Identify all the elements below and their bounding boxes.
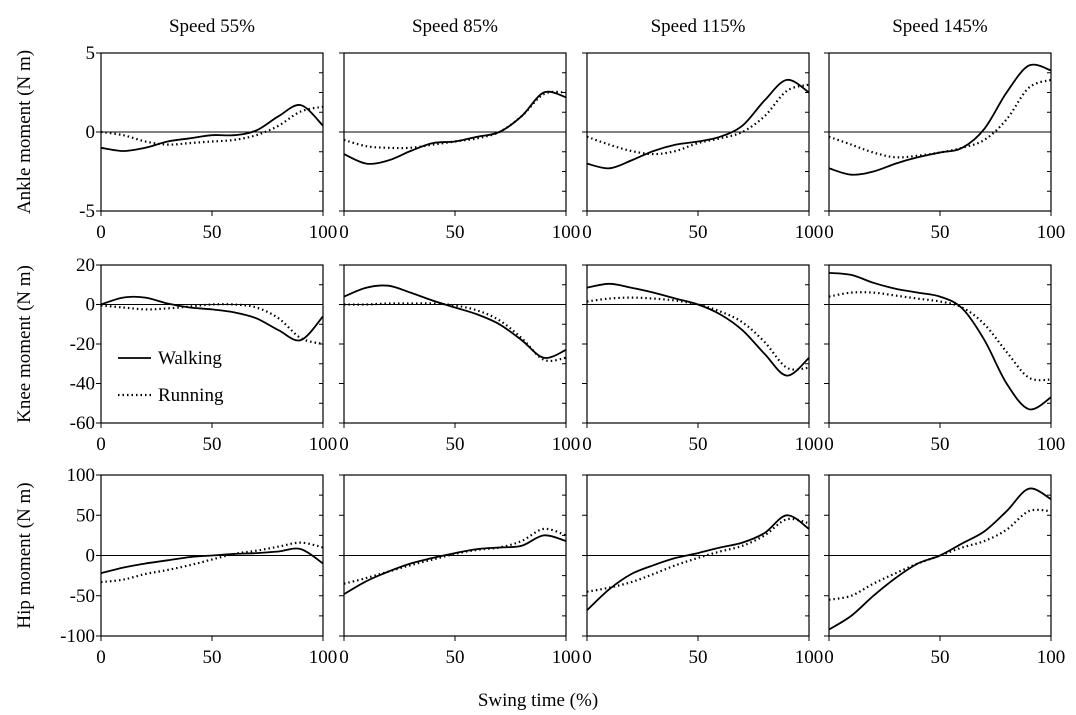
panel-r1-c1-frame bbox=[343, 264, 567, 424]
x-tick-label-panel-r2-c2-0: 0 bbox=[582, 647, 592, 668]
x-tick-label-panel-r2-c2-1: 50 bbox=[689, 647, 708, 668]
y-tick-label-r0-1: 0 bbox=[86, 122, 96, 143]
y-tick-label-r2-1: 50 bbox=[76, 505, 95, 526]
x-tick-label-panel-r2-c1-1: 50 bbox=[446, 647, 465, 668]
x-tick-label-panel-r0-c0-2: 100 bbox=[309, 222, 338, 243]
y-tick-label-r2-3: -50 bbox=[70, 586, 95, 607]
x-tick-label-panel-r1-c2-1: 50 bbox=[689, 434, 708, 455]
row-ylabel-1: Knee moment (N m) bbox=[14, 265, 35, 423]
legend-running-label: Running bbox=[158, 385, 224, 406]
x-tick-label-panel-r1-c0-0: 0 bbox=[96, 434, 106, 455]
x-tick-label-panel-r0-c1-0: 0 bbox=[339, 222, 349, 243]
x-tick-label-panel-r2-c0-0: 0 bbox=[96, 647, 106, 668]
y-tick-label-r1-3: -40 bbox=[70, 374, 95, 395]
x-tick-label-panel-r0-c1-2: 100 bbox=[552, 222, 581, 243]
x-tick-label-panel-r0-c2-2: 100 bbox=[795, 222, 824, 243]
panel-r0-c0-walking-line bbox=[100, 104, 324, 152]
y-tick-label-r0-2: -5 bbox=[79, 201, 95, 222]
column-title-speed-1: Speed 85% bbox=[412, 16, 498, 37]
x-tick-label-panel-r2-c2-2: 100 bbox=[795, 647, 824, 668]
x-tick-label-panel-r1-c3-1: 50 bbox=[931, 434, 950, 455]
panel-r0-c1-walking-line bbox=[343, 90, 567, 165]
x-tick-label-panel-r2-c3-1: 50 bbox=[931, 647, 950, 668]
x-tick-label-panel-r0-c2-1: 50 bbox=[689, 222, 708, 243]
x-tick-label-panel-r1-c2-2: 100 bbox=[795, 434, 824, 455]
panel-r0-c3-walking-line bbox=[828, 63, 1052, 176]
panel-r2-c2-walking-line bbox=[586, 514, 810, 611]
panel-r1-c3-running-line bbox=[828, 291, 1052, 382]
column-title-speed-2: Speed 115% bbox=[651, 16, 746, 37]
x-tick-label-panel-r0-c0-1: 50 bbox=[203, 222, 222, 243]
panel-r1-c1-running-line bbox=[343, 302, 567, 363]
panel-r0-c3-running-line bbox=[828, 78, 1052, 159]
panel-r0-c0-running-line bbox=[100, 105, 324, 146]
x-tick-label-panel-r2-c1-2: 100 bbox=[552, 647, 581, 668]
panel-r1-c2-running-line bbox=[586, 296, 810, 371]
x-tick-label-panel-r2-c1-0: 0 bbox=[339, 647, 349, 668]
y-tick-label-r0-0: 5 bbox=[86, 43, 96, 64]
row-ylabel-2: Hip moment (N m) bbox=[14, 482, 35, 628]
x-tick-label-panel-r0-c3-1: 50 bbox=[931, 222, 950, 243]
column-title-speed-0: Speed 55% bbox=[169, 16, 255, 37]
x-tick-label-panel-r1-c0-1: 50 bbox=[203, 434, 222, 455]
x-tick-label-panel-r0-c3-0: 0 bbox=[824, 222, 834, 243]
x-tick-label-panel-r1-c1-1: 50 bbox=[446, 434, 465, 455]
y-tick-label-r1-0: 20 bbox=[76, 255, 95, 276]
panel-r2-c1-walking-line bbox=[343, 534, 567, 595]
x-tick-label-panel-r1-c2-0: 0 bbox=[582, 434, 592, 455]
column-title-speed-3: Speed 145% bbox=[892, 16, 988, 37]
y-tick-label-r2-0: 100 bbox=[67, 465, 96, 486]
panel-r2-c0-running-line bbox=[100, 541, 324, 584]
panel-r2-c1-running-line bbox=[343, 527, 567, 585]
panel-r1-c3-walking-line bbox=[828, 272, 1052, 411]
x-tick-label-panel-r1-c0-2: 100 bbox=[309, 434, 338, 455]
panel-r2-c0-walking-line bbox=[100, 547, 324, 575]
y-tick-label-r1-1: 0 bbox=[86, 295, 96, 316]
panel-r0-c2-walking-line bbox=[586, 78, 810, 170]
y-tick-label-r2-4: -100 bbox=[60, 626, 95, 647]
x-axis-label: Swing time (%) bbox=[478, 690, 598, 711]
x-tick-label-panel-r0-c2-0: 0 bbox=[582, 222, 592, 243]
panel-r0-c2-running-line bbox=[586, 83, 810, 156]
x-tick-label-panel-r2-c3-2: 100 bbox=[1037, 647, 1066, 668]
x-tick-label-panel-r1-c3-2: 100 bbox=[1037, 434, 1066, 455]
x-tick-label-panel-r2-c3-0: 0 bbox=[824, 647, 834, 668]
row-ylabel-0: Ankle moment (N m) bbox=[14, 50, 35, 214]
panel-r1-c2-walking-line bbox=[586, 282, 810, 377]
x-tick-label-panel-r2-c0-1: 50 bbox=[203, 647, 222, 668]
x-tick-label-panel-r1-c3-0: 0 bbox=[824, 434, 834, 455]
panel-r1-c2-frame bbox=[586, 264, 810, 424]
panel-r1-c0-walking-line bbox=[100, 295, 324, 342]
panel-r2-c3-walking-line bbox=[828, 487, 1052, 631]
x-tick-label-panel-r2-c0-2: 100 bbox=[309, 647, 338, 668]
x-tick-label-panel-r0-c1-1: 50 bbox=[446, 222, 465, 243]
legend-walking-label: Walking bbox=[158, 348, 222, 369]
y-tick-label-r1-2: -20 bbox=[70, 334, 95, 355]
panel-r1-c1-walking-line bbox=[343, 284, 567, 359]
y-tick-label-r2-2: 0 bbox=[86, 546, 96, 567]
panel-r0-c1-running-line bbox=[343, 90, 567, 150]
y-tick-label-r1-4: -60 bbox=[70, 413, 95, 434]
x-tick-label-panel-r0-c0-0: 0 bbox=[96, 222, 106, 243]
x-tick-label-panel-r0-c3-2: 100 bbox=[1037, 222, 1066, 243]
panel-r1-c0-running-line bbox=[100, 303, 324, 346]
x-tick-label-panel-r1-c1-0: 0 bbox=[339, 434, 349, 455]
x-tick-label-panel-r1-c1-2: 100 bbox=[552, 434, 581, 455]
